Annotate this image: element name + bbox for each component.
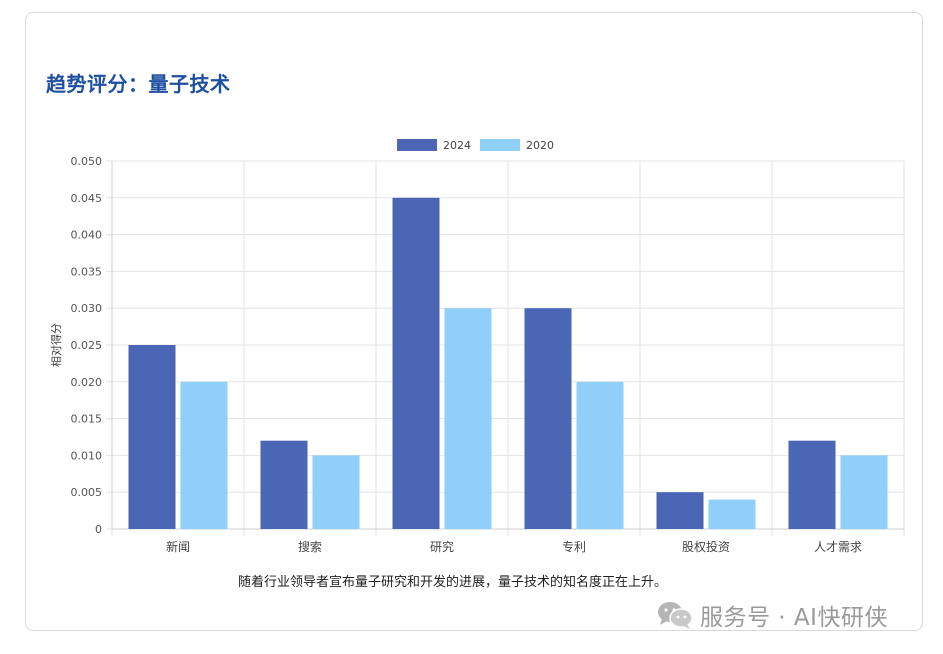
- chart-title: 趋势评分：量子技术: [46, 72, 231, 96]
- y-tick-label: 0.050: [71, 155, 103, 168]
- y-tick-label: 0.010: [71, 449, 103, 462]
- bar-2020: [840, 455, 888, 529]
- bar-2020: [312, 455, 360, 529]
- y-tick-label: 0.015: [71, 413, 103, 426]
- y-tick-label: 0.035: [71, 265, 103, 278]
- y-tick-label: 0.030: [71, 302, 103, 315]
- legend-label: 2024: [443, 139, 471, 152]
- legend-label: 2020: [526, 139, 554, 152]
- bar-2020: [576, 381, 624, 529]
- legend-swatch-2020: [480, 139, 520, 151]
- x-tick-label: 股权投资: [682, 539, 730, 554]
- y-tick-label: 0.005: [71, 486, 103, 499]
- y-tick-label: 0.020: [71, 376, 103, 389]
- bar-2024: [260, 440, 308, 529]
- bar-2020: [708, 499, 756, 529]
- x-tick-label: 新闻: [166, 539, 190, 554]
- bar-2024: [128, 345, 176, 529]
- x-tick-label: 研究: [430, 539, 454, 554]
- bar-2020: [444, 308, 492, 529]
- x-tick-label: 专利: [562, 539, 586, 554]
- chart-caption: 随着行业领导者宣布量子研究和开发的进展，量子技术的知名度正在上升。: [238, 575, 668, 590]
- y-axis-title: 相对得分: [49, 323, 63, 367]
- legend-swatch-2024: [397, 139, 437, 151]
- bar-2020: [180, 381, 228, 529]
- x-tick-label: 搜索: [298, 539, 322, 554]
- y-tick-label: 0: [95, 523, 102, 536]
- x-tick-label: 人才需求: [814, 540, 862, 554]
- bar-2024: [656, 492, 704, 529]
- watermark: 服务号 · AI快研侠: [656, 598, 888, 632]
- wechat-icon: [658, 602, 693, 629]
- bar-2024: [524, 308, 572, 529]
- y-tick-label: 0.025: [71, 339, 103, 352]
- bar-2024: [788, 440, 836, 529]
- y-tick-label: 0.040: [71, 229, 103, 242]
- watermark-text: 服务号 · AI快研侠: [700, 605, 888, 631]
- y-tick-label: 0.045: [71, 192, 103, 205]
- bar-2024: [392, 197, 440, 530]
